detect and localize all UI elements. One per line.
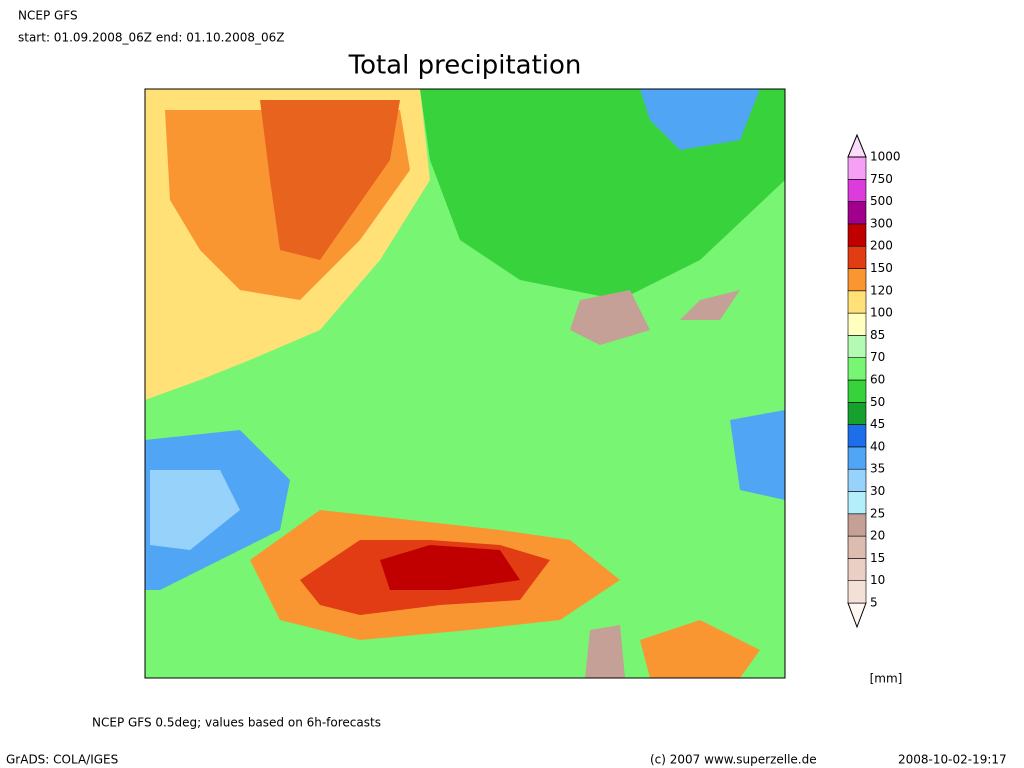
legend-swatch [847, 179, 867, 202]
legend-label: 25 [870, 506, 885, 520]
unit-label: [mm] [870, 672, 903, 686]
legend-label: 10 [870, 573, 885, 587]
legend-swatch [847, 491, 867, 515]
model-label: NCEP GFS [18, 9, 78, 23]
legend-label: 750 [870, 172, 893, 186]
legend-label: 200 [870, 239, 893, 253]
legend-label: 5 [870, 596, 878, 610]
legend-label: 45 [870, 417, 885, 431]
precipitation-field [144, 88, 786, 679]
footer-note: NCEP GFS 0.5deg; values based on 6h-fore… [92, 716, 381, 730]
legend-swatch [847, 357, 867, 381]
legend-swatch [847, 201, 867, 225]
legend-swatch [847, 424, 867, 448]
map-title: Total precipitation [348, 51, 582, 81]
legend-swatch [847, 223, 867, 247]
legend-swatch [847, 133, 867, 158]
legend-label: 50 [870, 395, 885, 409]
legend-label: 35 [870, 462, 885, 476]
legend-label: 20 [870, 529, 885, 543]
legend-swatch [847, 558, 867, 582]
legend-label: 120 [870, 283, 893, 297]
legend-label: 150 [870, 261, 893, 275]
legend-swatch [847, 535, 867, 559]
legend-label: 15 [870, 551, 885, 565]
legend-swatch [847, 245, 867, 269]
legend-label: 30 [870, 484, 885, 498]
legend: 5 10 15 20 25 30 35 40 45 50 60 70 85 100 120 150 200 300… [847, 133, 901, 629]
software-label: GrADS: COLA/IGES [6, 753, 118, 767]
legend-swatch [847, 312, 867, 336]
legend-label: 100 [870, 306, 893, 320]
legend-label: 70 [870, 350, 885, 364]
legend-swatch [847, 401, 867, 425]
legend-swatch [847, 156, 867, 180]
legend-swatch [847, 468, 867, 492]
legend-label: 500 [870, 194, 893, 208]
period-label: start: 01.09.2008_06Z end: 01.10.2008_06… [18, 31, 284, 45]
legend-label: 60 [870, 373, 885, 387]
timestamp-label: 2008-10-02-19:17 [898, 753, 1007, 767]
legend-label: 40 [870, 439, 885, 453]
legend-swatch [847, 268, 867, 292]
legend-label: 1000 [870, 150, 901, 164]
legend-label: 85 [870, 328, 885, 342]
legend-bottom-cap [847, 602, 867, 629]
legend-swatch [847, 335, 867, 358]
legend-label: 300 [870, 216, 893, 230]
legend-swatch [847, 379, 867, 403]
copyright-label: (c) 2007 www.superzelle.de [650, 753, 817, 767]
legend-swatch [847, 580, 867, 604]
legend-swatch [847, 446, 867, 470]
legend-swatch [847, 290, 867, 314]
legend-swatch [847, 513, 867, 537]
